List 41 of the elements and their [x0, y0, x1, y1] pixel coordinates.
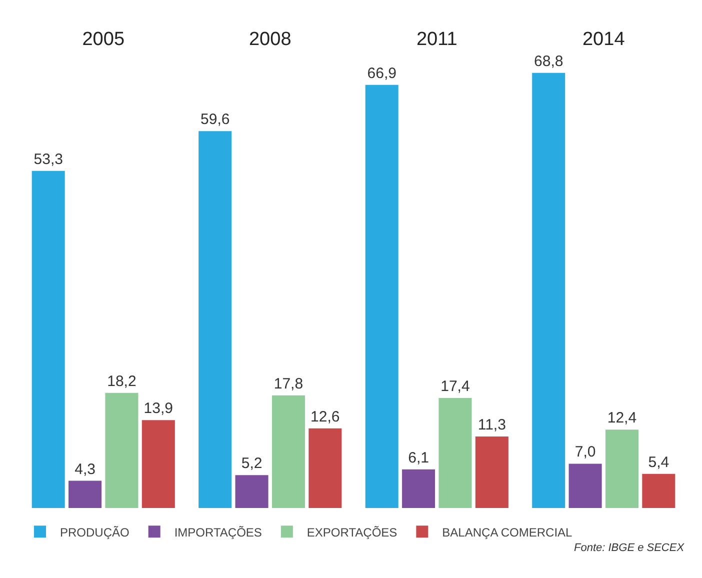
bar — [272, 395, 305, 508]
data-label: 6,1 — [408, 449, 429, 466]
bar — [438, 398, 472, 508]
legend-label: PRODUÇÃO — [60, 525, 130, 540]
legend-label: EXPORTAÇÕES — [306, 525, 398, 540]
bar — [235, 475, 268, 508]
bar — [568, 464, 602, 508]
x-tick-label: 2008 — [248, 29, 292, 50]
data-label: 53,3 — [34, 150, 63, 168]
bar — [365, 84, 398, 508]
data-label: 12,6 — [310, 408, 340, 426]
x-tick-label: 2005 — [82, 29, 125, 50]
bar — [68, 480, 102, 508]
data-label: 12,4 — [607, 410, 637, 427]
data-label: 7,0 — [574, 444, 596, 461]
legend-label: IMPORTAÇÕES — [174, 525, 262, 540]
bar — [308, 428, 342, 508]
bar — [32, 170, 65, 508]
data-label: 13,9 — [144, 400, 173, 418]
bar — [402, 469, 436, 508]
x-tick-label: 2014 — [582, 29, 626, 50]
data-label: 4,3 — [74, 460, 96, 478]
data-label: 17,4 — [440, 378, 470, 395]
legend-label: BALANÇA COMERCIAL — [442, 525, 573, 540]
bar — [475, 436, 508, 508]
bar — [532, 72, 566, 508]
bar — [105, 392, 138, 508]
data-label: 59,6 — [200, 111, 230, 128]
bar — [605, 430, 638, 508]
data-label: 5,4 — [648, 454, 670, 471]
x-tick-label: 2011 — [416, 29, 458, 50]
source-note: Fonte: IBGE e SECEX — [574, 542, 685, 554]
data-label: 5,2 — [241, 455, 262, 472]
data-label: 66,9 — [367, 64, 396, 82]
bar — [142, 420, 175, 508]
data-label: 68,8 — [534, 52, 564, 70]
data-label: 11,3 — [478, 416, 506, 434]
data-label: 17,8 — [274, 375, 304, 392]
bar — [198, 131, 232, 508]
bar — [642, 474, 676, 508]
data-label: 18,2 — [107, 372, 136, 390]
